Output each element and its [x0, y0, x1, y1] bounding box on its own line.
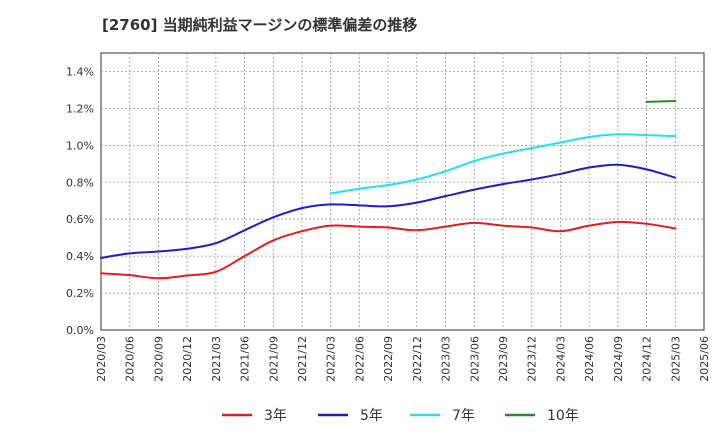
x-tick-label: 2024/03	[554, 336, 567, 382]
x-tick-label: 2024/12	[641, 336, 654, 382]
legend-label: 3年	[264, 408, 287, 424]
y-tick-label: 1.0%	[66, 139, 94, 152]
x-tick-label: 2024/06	[583, 336, 596, 382]
x-tick-label: 2020/03	[95, 336, 108, 382]
series-line-10年	[645, 100, 677, 103]
x-tick-label: 2020/09	[152, 336, 165, 382]
x-tick-label: 2021/09	[267, 336, 280, 382]
y-tick-label: 1.4%	[66, 65, 94, 78]
y-tick-label: 0.4%	[66, 250, 94, 263]
y-tick-label: 1.2%	[66, 102, 94, 115]
y-tick-label: 0.6%	[66, 213, 94, 226]
legend-label: 7年	[452, 408, 475, 424]
legend-label: 5年	[360, 408, 383, 424]
x-tick-label: 2022/09	[382, 336, 395, 382]
x-tick-label: 2022/12	[411, 336, 424, 382]
x-tick-label: 2021/12	[296, 336, 309, 382]
x-tick-label: 2025/03	[669, 336, 682, 382]
legend-label: 10年	[547, 408, 579, 424]
y-tick-label: 0.2%	[66, 287, 94, 300]
plot-area	[100, 52, 705, 331]
x-tick-label: 2023/03	[440, 336, 453, 382]
series-line-7年	[329, 133, 677, 195]
x-tick-label: 2023/12	[526, 336, 539, 382]
y-tick-label: 0.8%	[66, 176, 94, 189]
x-tick-label: 2025/06	[698, 336, 711, 382]
chart-title: [2760] 当期純利益マージンの標準偏差の推移	[102, 16, 418, 34]
x-tick-label: 2023/06	[468, 336, 481, 382]
y-tick-label: 0.0%	[66, 324, 94, 337]
x-tick-label: 2020/06	[124, 336, 137, 382]
x-tick-label: 2024/09	[612, 336, 625, 382]
x-tick-label: 2021/06	[239, 336, 252, 382]
x-tick-label: 2020/12	[181, 336, 194, 382]
series-line-3年	[100, 220, 677, 280]
x-tick-label: 2023/09	[497, 336, 510, 382]
x-tick-label: 2022/06	[353, 336, 366, 382]
x-tick-label: 2021/03	[210, 336, 223, 382]
x-tick-label: 2022/03	[325, 336, 338, 382]
series-line-5年	[100, 163, 677, 259]
